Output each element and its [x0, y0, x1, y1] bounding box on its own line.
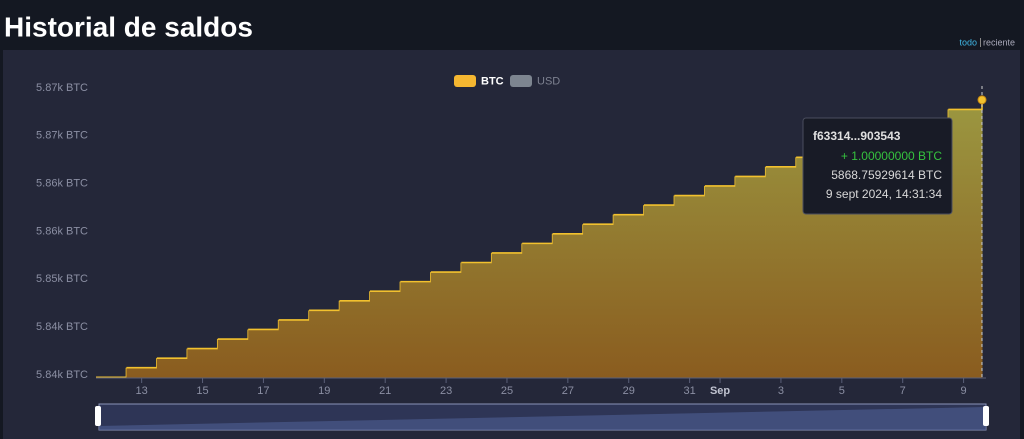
- area-segment: [400, 281, 432, 378]
- header-bg: [0, 0, 1024, 50]
- y-tick-label: 5.87k BTC: [36, 130, 88, 142]
- x-tick-label: 7: [900, 385, 906, 397]
- x-tick-label: 5: [839, 385, 845, 397]
- area-segment: [522, 243, 554, 378]
- y-tick-label: 5.84k BTC: [36, 321, 88, 333]
- legend-label: BTC: [481, 75, 504, 87]
- step-line: [735, 166, 767, 178]
- range-link[interactable]: todo: [959, 37, 977, 47]
- area-segment: [430, 272, 462, 378]
- step-line: [309, 300, 341, 312]
- x-tick-label: 25: [501, 385, 513, 397]
- navigator-handle[interactable]: [95, 406, 101, 426]
- x-tick-label: 19: [318, 385, 330, 397]
- navigator-handle[interactable]: [983, 406, 989, 426]
- x-tick-label: 3: [778, 385, 784, 397]
- x-tick-label: 27: [562, 385, 574, 397]
- range-link[interactable]: reciente: [983, 37, 1015, 47]
- tooltip-date: 9 sept 2024, 14:31:34: [826, 187, 942, 201]
- x-tick-label: 21: [379, 385, 391, 397]
- tooltip-change: + 1.00000000 BTC: [841, 149, 942, 163]
- y-tick-label: 5.85k BTC: [36, 273, 88, 285]
- x-tick-label: 23: [440, 385, 452, 397]
- step-line: [400, 272, 432, 283]
- tooltip-balance: 5868.75929614 BTC: [831, 168, 942, 182]
- area-segment: [765, 166, 797, 378]
- area-segment: [735, 176, 767, 378]
- area-segment: [461, 262, 493, 378]
- area-segment: [674, 195, 706, 378]
- area-segment: [309, 310, 341, 378]
- x-tick-label: 9: [961, 385, 967, 397]
- area-segment: [278, 319, 310, 378]
- tooltip: f63314...903543 + 1.00000000 BTC 5868.7592…: [802, 117, 953, 215]
- area-segment: [704, 185, 736, 378]
- legend-swatch: [454, 75, 476, 87]
- area-segment: [126, 367, 158, 378]
- area-segment: [491, 252, 523, 378]
- area-segment: [643, 205, 675, 378]
- tooltip-id: f63314...903543: [813, 129, 901, 143]
- x-tick-label: 31: [683, 385, 695, 397]
- area-segment: [369, 291, 401, 378]
- tooltip-box: [802, 117, 953, 215]
- step-line: [126, 358, 158, 369]
- step-line: [461, 252, 493, 264]
- x-tick-label: 15: [196, 385, 208, 397]
- legend-label: USD: [537, 75, 560, 87]
- area-segment: [156, 358, 188, 378]
- y-tick-label: 5.84k BTC: [36, 369, 88, 381]
- x-tick-label: 29: [623, 385, 635, 397]
- step-line: [217, 329, 250, 340]
- navigator-area: [99, 407, 986, 430]
- step-line: [643, 195, 676, 206]
- legend-swatch: [510, 75, 532, 87]
- area-segment: [217, 339, 249, 378]
- area-segment: [583, 224, 615, 378]
- step-line: [583, 214, 615, 226]
- x-tick-label: Sep: [710, 385, 730, 397]
- area-segment: [948, 109, 983, 379]
- plot: 5.84k BTC 5.84k BTC 5.85k BTC 5.86k BTC 5.86…: [36, 75, 987, 397]
- area-segment: [248, 329, 280, 378]
- area-segment: [339, 300, 371, 378]
- navigator: [95, 403, 989, 431]
- point: [977, 95, 987, 105]
- step-line: [491, 243, 523, 254]
- y-tick-label: 5.87k BTC: [36, 82, 88, 94]
- area-segment: [613, 214, 645, 378]
- x-tick-label: 13: [136, 385, 148, 397]
- area-segment: [187, 348, 219, 378]
- y-tick-label: 5.86k BTC: [36, 178, 88, 190]
- area-segment: [552, 233, 584, 378]
- x-tick-label: 17: [257, 385, 269, 397]
- y-tick-label: 5.86k BTC: [36, 225, 88, 237]
- step-line: [552, 224, 584, 235]
- page-title: Historial de saldos: [4, 11, 253, 42]
